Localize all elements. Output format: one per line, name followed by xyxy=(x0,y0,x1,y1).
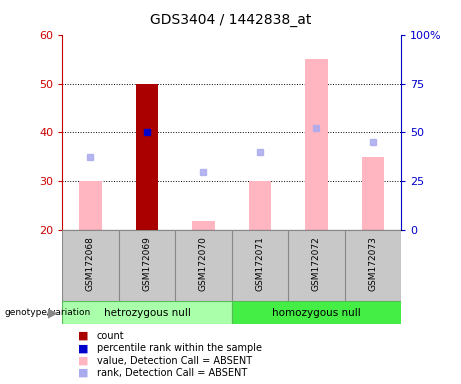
Bar xyxy=(248,182,271,230)
Text: GDS3404 / 1442838_at: GDS3404 / 1442838_at xyxy=(150,13,311,27)
Text: genotype/variation: genotype/variation xyxy=(5,308,91,318)
Text: ■: ■ xyxy=(78,356,89,366)
Text: homozygous null: homozygous null xyxy=(272,308,361,318)
Text: ■: ■ xyxy=(78,368,89,378)
Text: ▶: ▶ xyxy=(48,306,58,319)
Text: percentile rank within the sample: percentile rank within the sample xyxy=(97,343,262,353)
Bar xyxy=(192,220,215,230)
Bar xyxy=(62,301,231,324)
Text: rank, Detection Call = ABSENT: rank, Detection Call = ABSENT xyxy=(97,368,247,378)
Text: ■: ■ xyxy=(78,331,89,341)
Text: ■: ■ xyxy=(78,343,89,353)
Bar xyxy=(305,59,328,230)
Text: value, Detection Call = ABSENT: value, Detection Call = ABSENT xyxy=(97,356,252,366)
Text: GSM172069: GSM172069 xyxy=(142,236,152,291)
Text: count: count xyxy=(97,331,124,341)
Text: GSM172072: GSM172072 xyxy=(312,236,321,291)
Text: GSM172071: GSM172071 xyxy=(255,236,265,291)
Bar xyxy=(231,301,401,324)
Text: hetrozygous null: hetrozygous null xyxy=(104,308,190,318)
Text: GSM172070: GSM172070 xyxy=(199,236,208,291)
Bar xyxy=(136,84,158,230)
Text: GSM172073: GSM172073 xyxy=(368,236,378,291)
Bar xyxy=(79,182,102,230)
Text: GSM172068: GSM172068 xyxy=(86,236,95,291)
Bar xyxy=(136,84,158,230)
Bar xyxy=(361,157,384,230)
